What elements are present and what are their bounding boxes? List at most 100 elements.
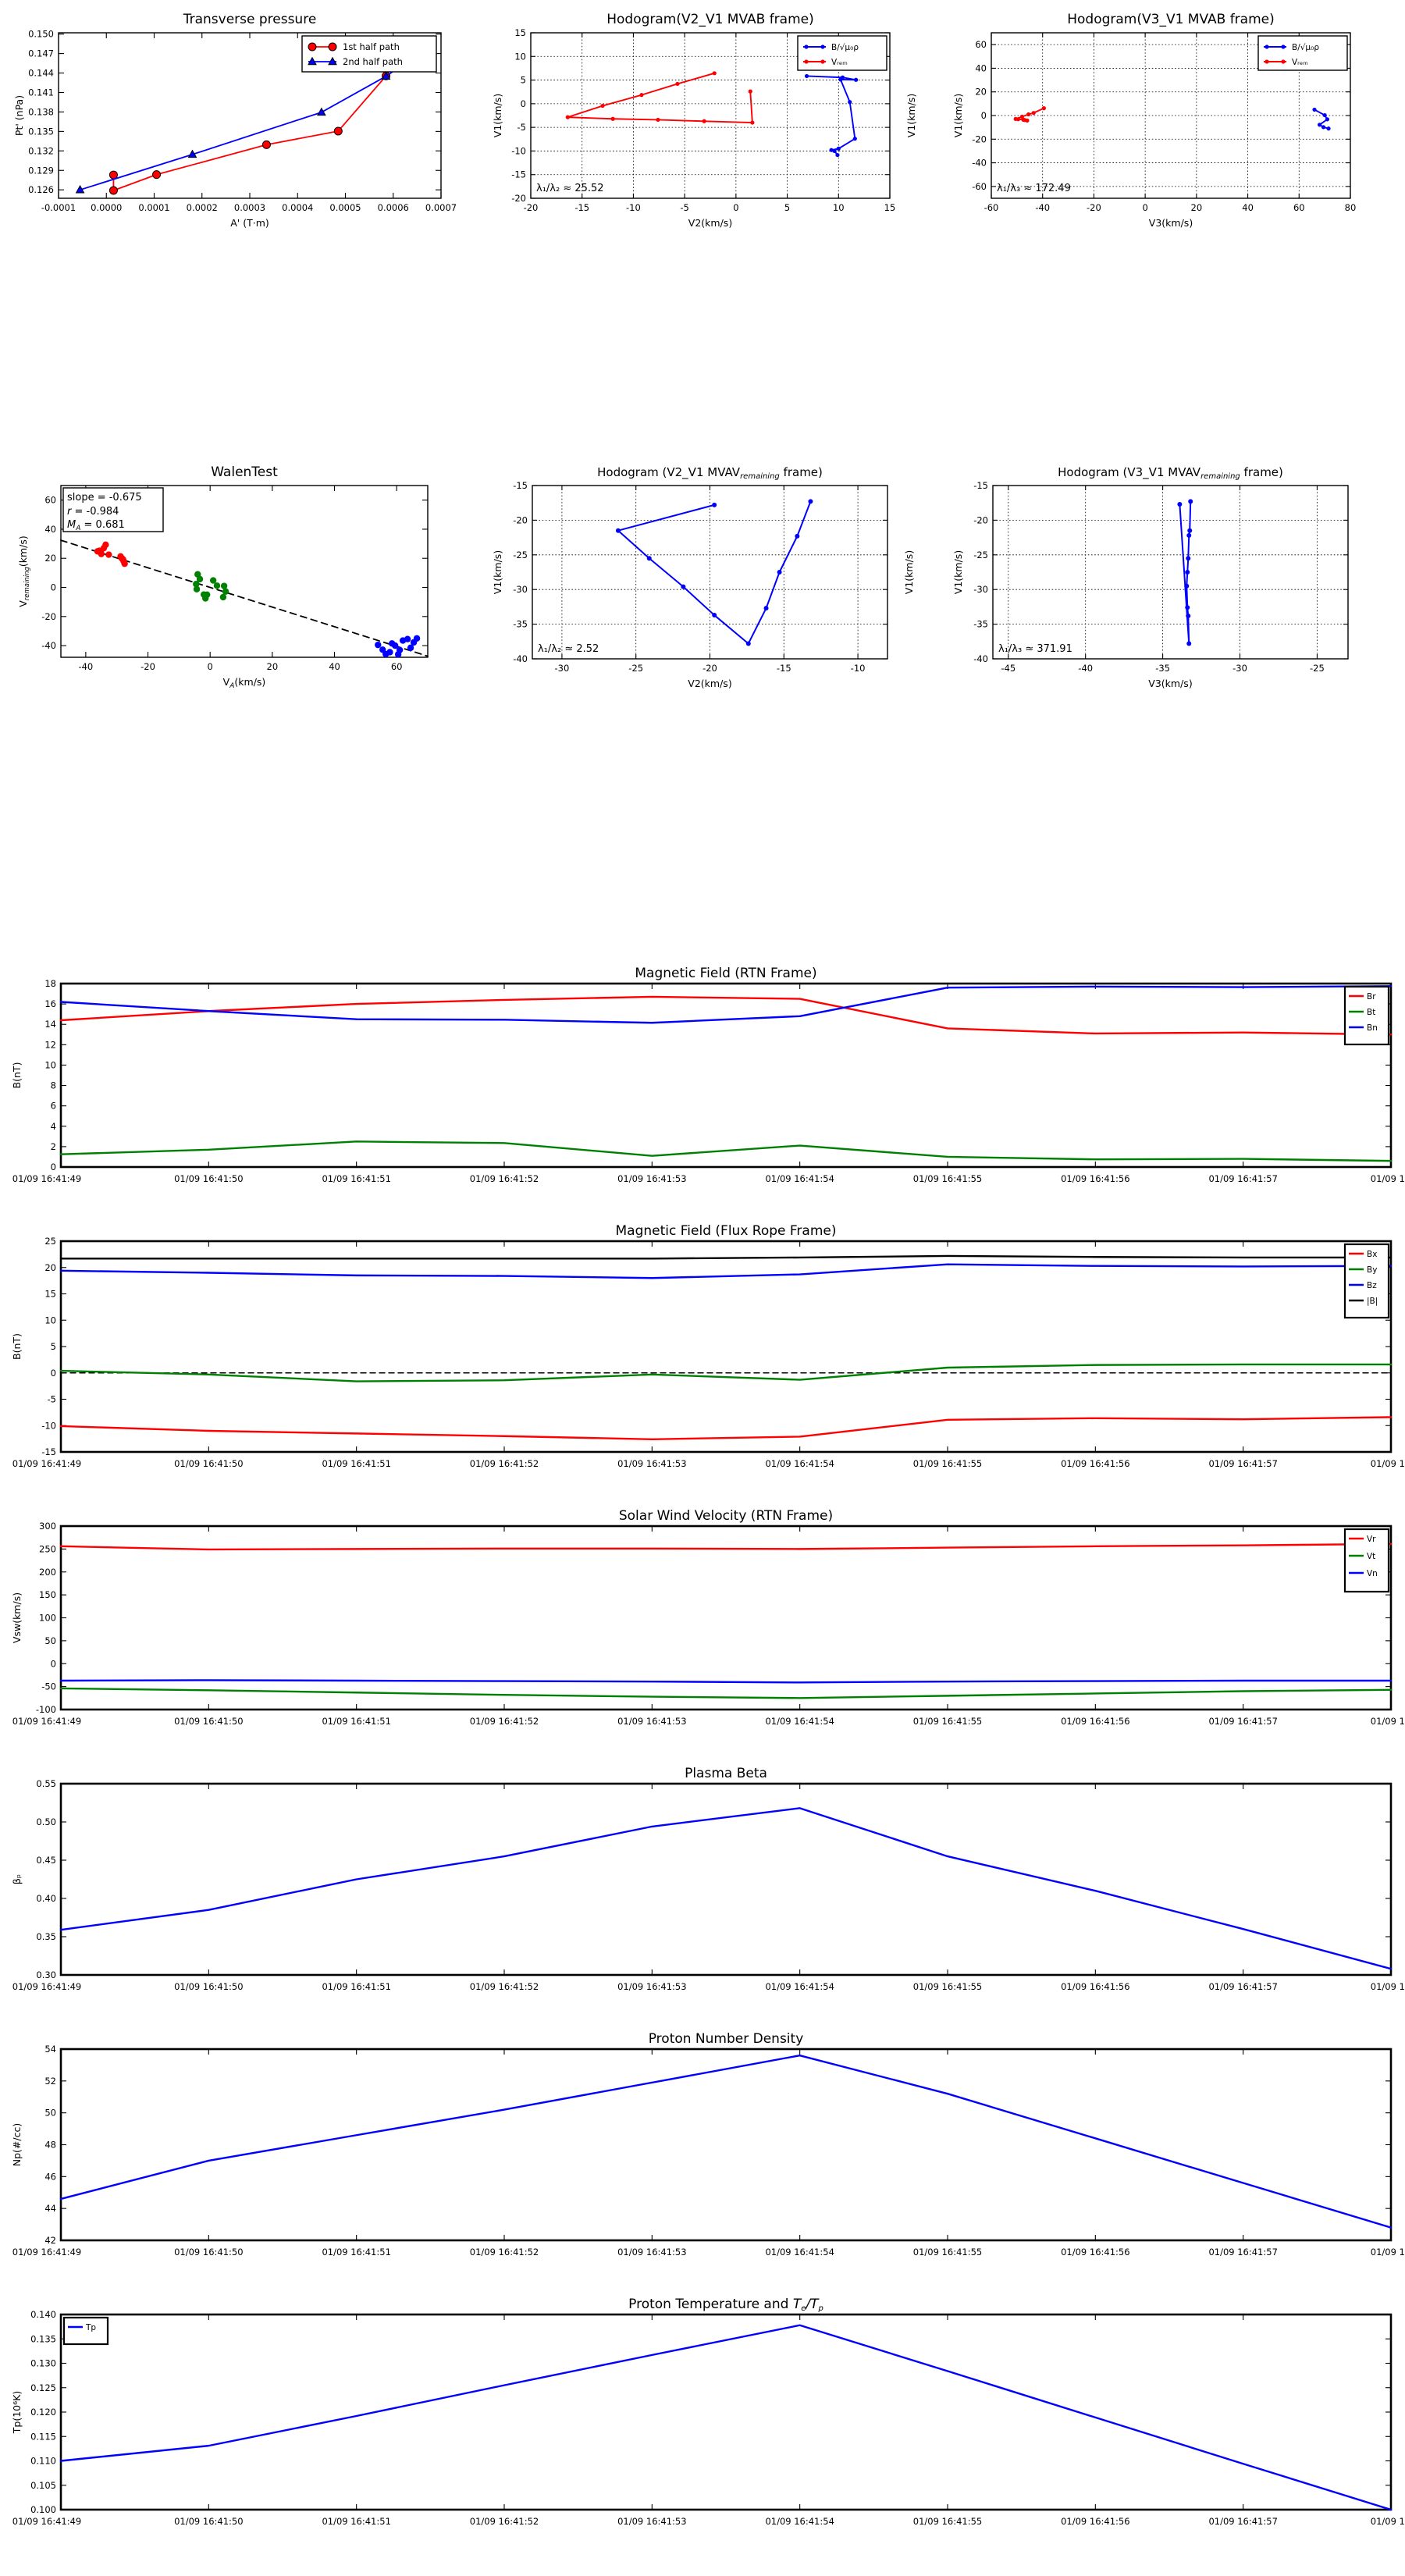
x-tick-label: 01/09 16:41:50	[174, 2516, 243, 2527]
y-tick-label: -30	[973, 584, 988, 595]
scatter-point-2	[375, 641, 382, 649]
scatter-point-1	[196, 575, 204, 583]
x-tick-label: 01/09 16:41:57	[1208, 1173, 1277, 1184]
y-tick-label: 42	[44, 2235, 56, 2246]
x-tick-label: 01/09 16:41:50	[174, 1716, 243, 1727]
scatter-point-1	[213, 582, 221, 589]
y-tick-label: 200	[39, 1567, 56, 1578]
title-part-a: Hodogram (V3_V1 MVAV	[1058, 465, 1201, 480]
x-tick-label: 01/09 16:41:51	[322, 1173, 390, 1184]
legend-marker	[820, 59, 825, 64]
x-tick-label: 01/09 16:41:55	[913, 1981, 982, 1992]
y-tick-label: 0.45	[36, 1855, 56, 1866]
x-tick-label: -20	[140, 661, 155, 672]
y-tick-label: 20	[44, 553, 56, 564]
y-tick-label: 14	[44, 1019, 56, 1030]
y-tick-label: 12	[44, 1039, 56, 1050]
x-tick-label: 01/09 16:41:49	[12, 1458, 81, 1469]
legend-box	[797, 35, 887, 71]
x-tick-label: 01/09 16:41:55	[913, 1173, 982, 1184]
legend-marker	[1281, 44, 1286, 49]
x-tick-label: -45	[1001, 663, 1016, 674]
title-part-sub: remaining	[1200, 472, 1240, 481]
x-tick-label: -15	[574, 202, 589, 213]
title-part-b: frame)	[1240, 465, 1283, 479]
y-tick-label: -10	[511, 145, 526, 156]
x-tick-label: -20	[524, 202, 539, 213]
x-tick-label: 0.0002	[187, 202, 218, 213]
panel-magnetic-field-rtn: Magnetic Field (RTN Frame) 0 2 4 6 8 10 12 14 16 1…	[0, 960, 1405, 1218]
scatter-point-1	[219, 593, 227, 601]
y-tick-label: -15	[973, 480, 988, 491]
data-point	[702, 119, 706, 123]
x-tick-label: 01/09 16:41:54	[765, 1716, 834, 1727]
x-tick-label: 01/09 16:41:55	[913, 1458, 982, 1469]
title-part-sub: remaining	[740, 472, 780, 481]
y-tick-label: -50	[41, 1681, 56, 1692]
y-tick-label: 46	[44, 2171, 56, 2182]
data-point-triangle	[317, 107, 326, 116]
plot-frame	[992, 485, 1349, 660]
series-line-0	[617, 500, 812, 645]
plot-frame	[59, 2313, 1393, 2511]
y-tick-label: 0.115	[30, 2431, 56, 2442]
x-tick-label: -25	[628, 663, 643, 674]
x-tick-label: 01/09 16:41:50	[174, 1981, 243, 1992]
scatter-point-1	[204, 591, 211, 599]
x-tick-label: -30	[555, 663, 570, 674]
legend-label: B/√μ₀ρ	[1292, 43, 1319, 52]
x-tick-label: 0	[1142, 202, 1147, 213]
legend-label: Bx	[1367, 1250, 1377, 1259]
panel-hodogram-v3v1-mvav: Hodogram (V3_V1 MVAVremaining frame) -40 -…	[929, 453, 1405, 890]
panel-proton-temperature: Proton Temperature and Te/Tp 0.100 0.105 0.…	[0, 2291, 1405, 2576]
x-tick-label: 01/09 16:41:56	[1061, 1458, 1129, 1469]
y-tick-label: 52	[44, 2076, 56, 2087]
title-ratio-sub-p: p	[818, 2304, 823, 2313]
y-tick-label: 4	[51, 1121, 56, 1132]
chart-svg: WalenTest -40 -20 0 20 40 60 -40 -20 0 20 40 60 VA(km…	[17, 464, 429, 690]
data-point-circle	[108, 186, 118, 195]
y-tick-label: 0.35	[36, 1931, 56, 1942]
legend-box	[1343, 1243, 1390, 1319]
data-point	[1041, 106, 1046, 111]
x-tick-label: 5	[784, 202, 790, 213]
x-tick-label: 0.0004	[282, 202, 313, 213]
x-tick-label: 01/09 16:41:58	[1371, 2516, 1405, 2527]
y-tick-label: -100	[36, 1704, 56, 1715]
panel-walen-test: WalenTest -40 -20 0 20 40 60 -40 -20 0 20 40 60 VA(km…	[0, 453, 468, 890]
y-tick-label: 0.100	[30, 2504, 56, 2515]
data-point	[1188, 499, 1193, 504]
y-tick-label: 50	[44, 1635, 56, 1646]
x-tick-label: 01/09 16:41:57	[1208, 2516, 1277, 2527]
legend-marker	[1264, 44, 1269, 49]
y-tick-label: 6	[51, 1101, 56, 1112]
y-tick-label: 0.30	[36, 1969, 56, 1980]
data-point-circle	[308, 42, 317, 52]
data-point	[804, 73, 809, 79]
chart-svg: Magnetic Field (Flux Rope Frame) -15 -10 -5…	[11, 1223, 1405, 1469]
x-axis-label: A' (T·m)	[230, 217, 269, 229]
y-tick-label: 18	[44, 978, 56, 989]
y-tick-label: 0.50	[36, 1816, 56, 1827]
y-tick-label: -40	[972, 158, 987, 169]
series-Vr	[59, 1542, 1393, 1551]
title-ratio-sub-e: e	[801, 2304, 806, 2313]
x-tick-label: 01/09 16:41:51	[322, 2516, 390, 2527]
data-point-circle	[328, 42, 337, 52]
y-tick-label: 0.125	[30, 2382, 56, 2393]
y-tick-label: -20	[973, 514, 988, 525]
y-tick-label: -15	[511, 169, 526, 180]
x-tick-label: 01/09 16:41:50	[174, 2247, 243, 2258]
x-tick-label: -40	[78, 661, 93, 672]
data-point	[745, 641, 751, 646]
x-tick-label: 0	[733, 202, 738, 213]
data-point	[1312, 107, 1317, 112]
data-point	[763, 606, 769, 611]
x-tick-label: 01/09 16:41:58	[1371, 1981, 1405, 1992]
legend-label: Bt	[1367, 1008, 1375, 1017]
y-tick-label: -25	[973, 550, 988, 560]
legend-label: Vn	[1367, 1569, 1378, 1578]
chart-svg: Hodogram(V3_V1 MVAB frame) -60 -40 -20 0 20 40…	[952, 12, 1356, 229]
y-tick-label: 0	[51, 1162, 56, 1172]
data-point	[675, 81, 680, 87]
